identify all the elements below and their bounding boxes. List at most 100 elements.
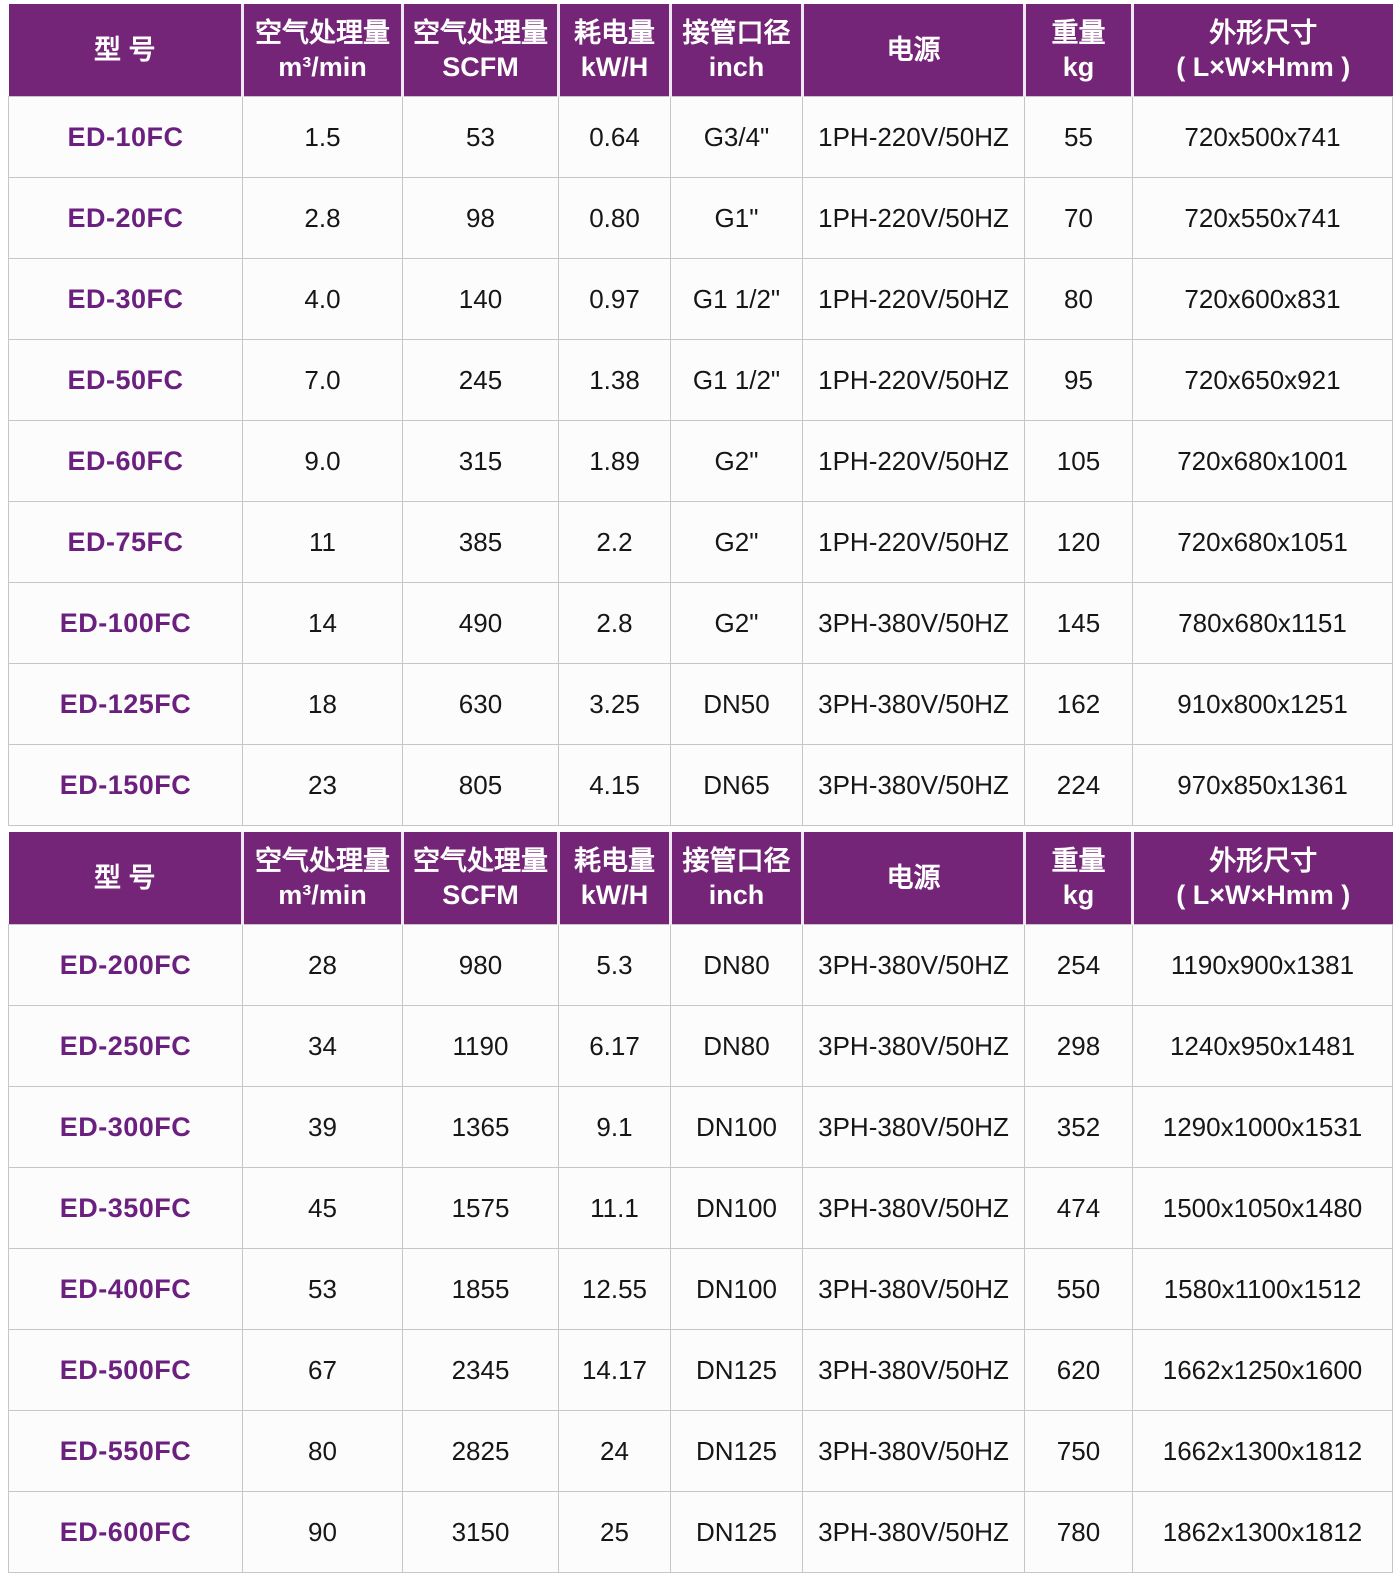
- cell-capacity-scfm: 140: [402, 258, 559, 340]
- column-header-model: 型 号: [8, 4, 243, 97]
- column-header-dimensions: 外形尺寸 ( L×W×Hmm ): [1131, 4, 1393, 97]
- cell-dimensions: 1862x1300x1812: [1132, 1491, 1393, 1573]
- cell-power-kwh: 2.2: [558, 501, 671, 583]
- column-header-line: inch: [708, 52, 765, 82]
- cell-pipe-size: DN100: [670, 1086, 803, 1168]
- cell-capacity-m3: 28: [242, 924, 403, 1006]
- spec-row-ed-350fc: ED-350FC 45 1575 11.1 DN100 3PH-380V/50HZ 474 1…: [8, 1167, 1393, 1249]
- cell-capacity-m3: 4.0: [242, 258, 403, 340]
- model-name: ED-200FC: [8, 924, 243, 1006]
- spec-row-ed-200fc: ED-200FC 28 980 5.3 DN80 3PH-380V/50HZ 254 1190…: [8, 924, 1393, 1006]
- column-header-line: 外形尺寸: [1209, 846, 1318, 876]
- column-header-power-kwh: 耗电量 kW/H: [557, 4, 671, 97]
- cell-weight-kg: 95: [1024, 339, 1133, 421]
- model-name: ED-20FC: [8, 177, 243, 259]
- column-header-capacity-scfm: 空气处理量 SCFM: [401, 832, 559, 925]
- cell-weight-kg: 750: [1024, 1410, 1133, 1492]
- cell-dimensions: 910x800x1251: [1132, 663, 1393, 745]
- column-header-weight-kg: 重量 kg: [1023, 832, 1133, 925]
- spec-row-ed-250fc: ED-250FC 34 1190 6.17 DN80 3PH-380V/50HZ 298 12…: [8, 1005, 1393, 1087]
- cell-capacity-scfm: 315: [402, 420, 559, 502]
- cell-weight-kg: 80: [1024, 258, 1133, 340]
- cell-capacity-scfm: 2345: [402, 1329, 559, 1411]
- column-header-dimensions: 外形尺寸 ( L×W×Hmm ): [1131, 832, 1393, 925]
- cell-dimensions: 1662x1250x1600: [1132, 1329, 1393, 1411]
- spec-row-ed-300fc: ED-300FC 39 1365 9.1 DN100 3PH-380V/50HZ 352 12…: [8, 1086, 1393, 1168]
- cell-power-kwh: 24: [558, 1410, 671, 1492]
- cell-power-kwh: 4.15: [558, 744, 671, 826]
- cell-capacity-m3: 34: [242, 1005, 403, 1087]
- spec-row-ed-20fc: ED-20FC 2.8 98 0.80 G1" 1PH-220V/50HZ 70 720x55…: [8, 177, 1393, 259]
- column-header-line: m³/min: [278, 880, 367, 910]
- cell-power-supply: 3PH-380V/50HZ: [802, 744, 1025, 826]
- spec-row-ed-50fc: ED-50FC 7.0 245 1.38 G1 1/2" 1PH-220V/50HZ 95 7…: [8, 339, 1393, 421]
- cell-power-supply: 1PH-220V/50HZ: [802, 177, 1025, 259]
- model-name: ED-125FC: [8, 663, 243, 745]
- column-header-line: ( L×W×Hmm ): [1176, 880, 1351, 910]
- model-name: ED-10FC: [8, 96, 243, 178]
- column-header-line: 外形尺寸: [1209, 18, 1318, 48]
- header-row: 型 号 空气处理量 m³/min 空气处理量 SCFM 耗电量 kW/H 接管口径 inch 电源…: [8, 832, 1393, 925]
- cell-capacity-scfm: 490: [402, 582, 559, 664]
- cell-capacity-scfm: 53: [402, 96, 559, 178]
- column-header-line: SCFM: [442, 52, 519, 82]
- cell-power-kwh: 1.89: [558, 420, 671, 502]
- spec-row-ed-60fc: ED-60FC 9.0 315 1.89 G2" 1PH-220V/50HZ 105 720x…: [8, 420, 1393, 502]
- column-header-line: 重量: [1051, 18, 1106, 48]
- product-spec-table-upper: 型 号 空气处理量 m³/min 空气处理量 SCFM 耗电量 kW/H 接管口径 inch 电源…: [8, 4, 1393, 826]
- spec-row-ed-150fc: ED-150FC 23 805 4.15 DN65 3PH-380V/50HZ 224 970…: [8, 744, 1393, 826]
- cell-weight-kg: 298: [1024, 1005, 1133, 1087]
- column-header-weight-kg: 重量 kg: [1023, 4, 1133, 97]
- cell-dimensions: 720x680x1001: [1132, 420, 1393, 502]
- cell-weight-kg: 120: [1024, 501, 1133, 583]
- cell-power-supply: 1PH-220V/50HZ: [802, 339, 1025, 421]
- cell-power-kwh: 0.80: [558, 177, 671, 259]
- cell-capacity-m3: 23: [242, 744, 403, 826]
- product-spec-table-lower: 型 号 空气处理量 m³/min 空气处理量 SCFM 耗电量 kW/H 接管口径 inch 电源…: [8, 832, 1393, 1573]
- spec-row-ed-600fc: ED-600FC 90 3150 25 DN125 3PH-380V/50HZ 780 186…: [8, 1491, 1393, 1573]
- column-header-line: 空气处理量: [255, 18, 390, 48]
- cell-power-kwh: 14.17: [558, 1329, 671, 1411]
- cell-power-supply: 3PH-380V/50HZ: [802, 1005, 1025, 1087]
- cell-pipe-size: DN80: [670, 1005, 803, 1087]
- cell-pipe-size: G1 1/2": [670, 339, 803, 421]
- cell-capacity-m3: 11: [242, 501, 403, 583]
- cell-capacity-m3: 53: [242, 1248, 403, 1330]
- column-header-line: 耗电量: [574, 18, 655, 48]
- cell-weight-kg: 780: [1024, 1491, 1133, 1573]
- model-name: ED-75FC: [8, 501, 243, 583]
- cell-pipe-size: DN100: [670, 1248, 803, 1330]
- cell-pipe-size: DN50: [670, 663, 803, 745]
- spec-row-ed-125fc: ED-125FC 18 630 3.25 DN50 3PH-380V/50HZ 162 910…: [8, 663, 1393, 745]
- cell-weight-kg: 224: [1024, 744, 1133, 826]
- spec-row-ed-100fc: ED-100FC 14 490 2.8 G2" 3PH-380V/50HZ 145 780x6…: [8, 582, 1393, 664]
- cell-power-supply: 3PH-380V/50HZ: [802, 663, 1025, 745]
- cell-power-kwh: 2.8: [558, 582, 671, 664]
- cell-capacity-m3: 67: [242, 1329, 403, 1411]
- cell-power-kwh: 0.97: [558, 258, 671, 340]
- cell-capacity-m3: 9.0: [242, 420, 403, 502]
- model-name: ED-300FC: [8, 1086, 243, 1168]
- cell-weight-kg: 162: [1024, 663, 1133, 745]
- cell-capacity-scfm: 630: [402, 663, 559, 745]
- column-header-line: 电源: [886, 863, 941, 893]
- cell-dimensions: 720x680x1051: [1132, 501, 1393, 583]
- column-header-line: 空气处理量: [255, 846, 390, 876]
- column-header-line: ( L×W×Hmm ): [1176, 52, 1351, 82]
- cell-power-supply: 3PH-380V/50HZ: [802, 1086, 1025, 1168]
- spec-row-ed-500fc: ED-500FC 67 2345 14.17 DN125 3PH-380V/50HZ 620…: [8, 1329, 1393, 1411]
- cell-dimensions: 1190x900x1381: [1132, 924, 1393, 1006]
- column-header-line: 接管口径: [682, 846, 791, 876]
- column-header-pipe-size: 接管口径 inch: [669, 4, 803, 97]
- column-header-line: kW/H: [580, 880, 649, 910]
- cell-power-kwh: 5.3: [558, 924, 671, 1006]
- column-header-line: 空气处理量: [413, 18, 548, 48]
- model-name: ED-250FC: [8, 1005, 243, 1087]
- cell-power-supply: 1PH-220V/50HZ: [802, 258, 1025, 340]
- column-header-line: SCFM: [442, 880, 519, 910]
- model-name: ED-350FC: [8, 1167, 243, 1249]
- cell-capacity-scfm: 1855: [402, 1248, 559, 1330]
- cell-capacity-m3: 90: [242, 1491, 403, 1573]
- cell-weight-kg: 254: [1024, 924, 1133, 1006]
- spec-row-ed-550fc: ED-550FC 80 2825 24 DN125 3PH-380V/50HZ 750 166…: [8, 1410, 1393, 1492]
